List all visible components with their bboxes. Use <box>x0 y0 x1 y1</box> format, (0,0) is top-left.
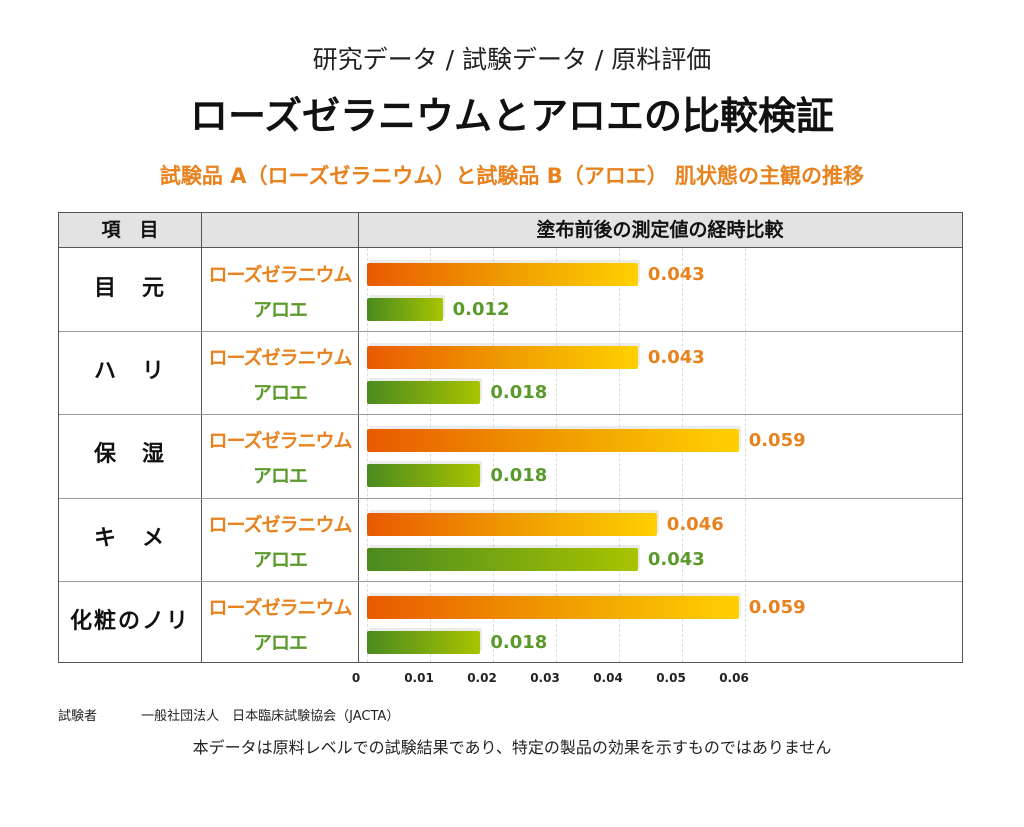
gridline <box>745 248 746 662</box>
x-tick-label: 0.05 <box>656 671 686 685</box>
category-label: キ メ <box>93 525 166 551</box>
rose-bar <box>367 346 638 370</box>
series-label: ローズゼラニウム <box>208 596 352 619</box>
x-tick-label: 0.02 <box>467 671 497 685</box>
x-tick-label: 0 <box>351 671 361 685</box>
data-label: 0.043 <box>647 548 705 570</box>
tester-label: 試験者 <box>58 709 98 724</box>
aloe-bar <box>367 630 481 654</box>
category-label: 化粧のノリ <box>69 608 190 634</box>
data-label: 0.012 <box>452 299 510 320</box>
rose-bar <box>367 595 739 619</box>
gridline <box>430 248 431 662</box>
series-label: アロエ <box>252 299 308 321</box>
gridline <box>367 248 368 662</box>
data-label: 0.018 <box>490 631 548 653</box>
series-label: ローズゼラニウム <box>208 430 352 453</box>
gridline <box>556 248 557 662</box>
row-divider <box>59 414 962 416</box>
rose-bar <box>367 429 739 453</box>
data-label: 0.043 <box>647 347 705 369</box>
series-label: ローズゼラニウム <box>208 513 352 536</box>
gridline <box>682 248 683 662</box>
row-divider <box>59 580 962 582</box>
data-label: 0.059 <box>748 430 806 452</box>
page-title: ローズゼラニウムとアロエの比較検証 <box>189 94 835 138</box>
tester-name: 一般社団法人 日本臨床試験協会（JACTA） <box>141 709 400 724</box>
series-label: ローズゼラニウム <box>208 264 352 286</box>
aloe-bar <box>367 547 638 571</box>
rose-bar <box>367 512 657 536</box>
header-chart: 塗布前後の測定値の経時比較 <box>358 213 962 248</box>
x-tick-label: 0.03 <box>530 671 560 685</box>
divider <box>201 213 202 662</box>
x-tick-label: 0.01 <box>404 671 434 685</box>
gridline <box>619 248 620 662</box>
x-tick-label: 0.04 <box>593 671 623 685</box>
data-label: 0.059 <box>748 596 806 618</box>
aloe-bar <box>367 298 443 321</box>
row-divider <box>59 331 962 333</box>
category-label: 目 元 <box>93 276 166 301</box>
comparison-table: 項 目 塗布前後の測定値の経時比較 目 元ローズゼラニウム 0.043 アロエ 0.0… <box>58 212 963 663</box>
row-divider <box>59 497 962 499</box>
rose-bar <box>367 263 638 286</box>
disclaimer: 本データは原料レベルでの試験結果であり、特定の製品の効果を示すものではありません <box>192 738 832 757</box>
header-item: 項 目 <box>59 213 201 248</box>
data-label: 0.043 <box>647 264 705 285</box>
tester: 試験者 一般社団法人 日本臨床試験協会（JACTA） <box>58 708 439 726</box>
series-label: アロエ <box>252 382 308 405</box>
series-label: アロエ <box>252 548 308 571</box>
header-label <box>201 213 358 248</box>
data-label: 0.018 <box>490 465 548 487</box>
series-label: アロエ <box>252 465 308 488</box>
breadcrumb: 研究データ / 試験データ / 原料評価 <box>312 45 712 74</box>
category-label: 保 湿 <box>93 442 166 468</box>
x-tick-label: 0.06 <box>719 671 749 685</box>
gridline <box>493 248 494 662</box>
subtitle: 試験品 A（ローズゼラニウム）と試験品 B（アロエ） 肌状態の主観の推移 <box>159 164 865 188</box>
series-label: ローズゼラニウム <box>208 347 352 370</box>
series-label: アロエ <box>252 631 308 654</box>
aloe-bar <box>367 381 481 405</box>
category-label: ハ リ <box>93 359 166 385</box>
divider <box>358 213 359 662</box>
data-label: 0.018 <box>490 382 548 404</box>
data-label: 0.046 <box>666 513 724 535</box>
aloe-bar <box>367 464 481 488</box>
